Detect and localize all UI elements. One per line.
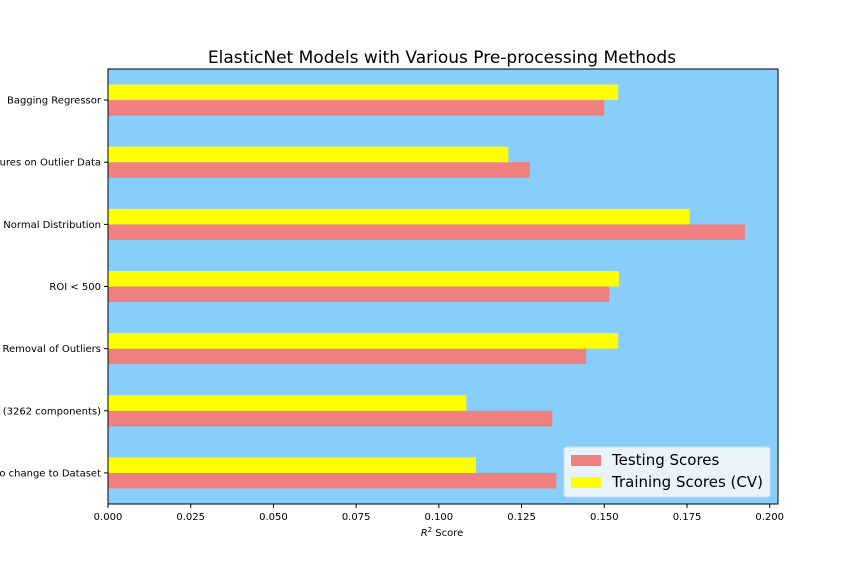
x-tick-label: 0.175 xyxy=(673,512,702,523)
bar-training xyxy=(108,395,467,411)
bar-training xyxy=(108,146,509,163)
bar-testing xyxy=(108,100,605,116)
bar-testing xyxy=(108,348,587,365)
legend-label-training: Training Scores (CV) xyxy=(611,473,763,491)
x-axis: 0.000 0.025 0.050 0.075 0.100 0.125 0.150 0.175… xyxy=(94,504,784,523)
x-tick-label: 0.100 xyxy=(425,512,454,523)
y-tick-label: Removal of Outliers xyxy=(3,344,102,355)
bar-training xyxy=(108,270,619,287)
y-tick-label: (3262 components) xyxy=(3,406,101,417)
y-tick-label: Bagging Regressor xyxy=(7,96,102,107)
bar-training xyxy=(108,333,619,349)
bar-testing xyxy=(108,286,610,303)
y-axis: o change to Dataset (3262 components) Remo… xyxy=(0,96,108,479)
x-tick-label: 0.050 xyxy=(259,512,288,523)
y-tick-label: ures on Outlier Data xyxy=(0,158,101,169)
bar-testing xyxy=(108,410,553,427)
y-tick-label: o change to Dataset xyxy=(0,468,101,479)
bars-group xyxy=(108,84,745,489)
x-axis-label: R2 Score xyxy=(421,526,464,539)
bar-testing xyxy=(108,162,530,178)
chart-title: ElasticNet Models with Various Pre-proce… xyxy=(208,48,676,68)
x-tick-label: 0.025 xyxy=(176,512,205,523)
bar-training xyxy=(108,208,690,225)
x-tick-label: 0.125 xyxy=(507,512,536,523)
x-tick-label: 0.200 xyxy=(755,512,784,523)
bar-testing xyxy=(108,472,557,489)
legend-box xyxy=(563,446,771,498)
bar-training xyxy=(108,84,619,101)
y-tick-label: ROI < 500 xyxy=(49,282,101,293)
legend-label-testing: Testing Scores xyxy=(611,451,720,469)
x-tick-label: 0.000 xyxy=(94,512,123,523)
x-tick-label: 0.150 xyxy=(590,512,619,523)
legend-swatch-training xyxy=(571,477,601,488)
x-tick-label: 0.075 xyxy=(342,512,371,523)
legend: Testing Scores Training Scores (CV) xyxy=(563,446,771,498)
bar-training xyxy=(108,457,476,473)
y-tick-label: Normal Distribution xyxy=(3,220,101,231)
bar-testing xyxy=(108,224,745,240)
legend-swatch-testing xyxy=(571,455,601,466)
